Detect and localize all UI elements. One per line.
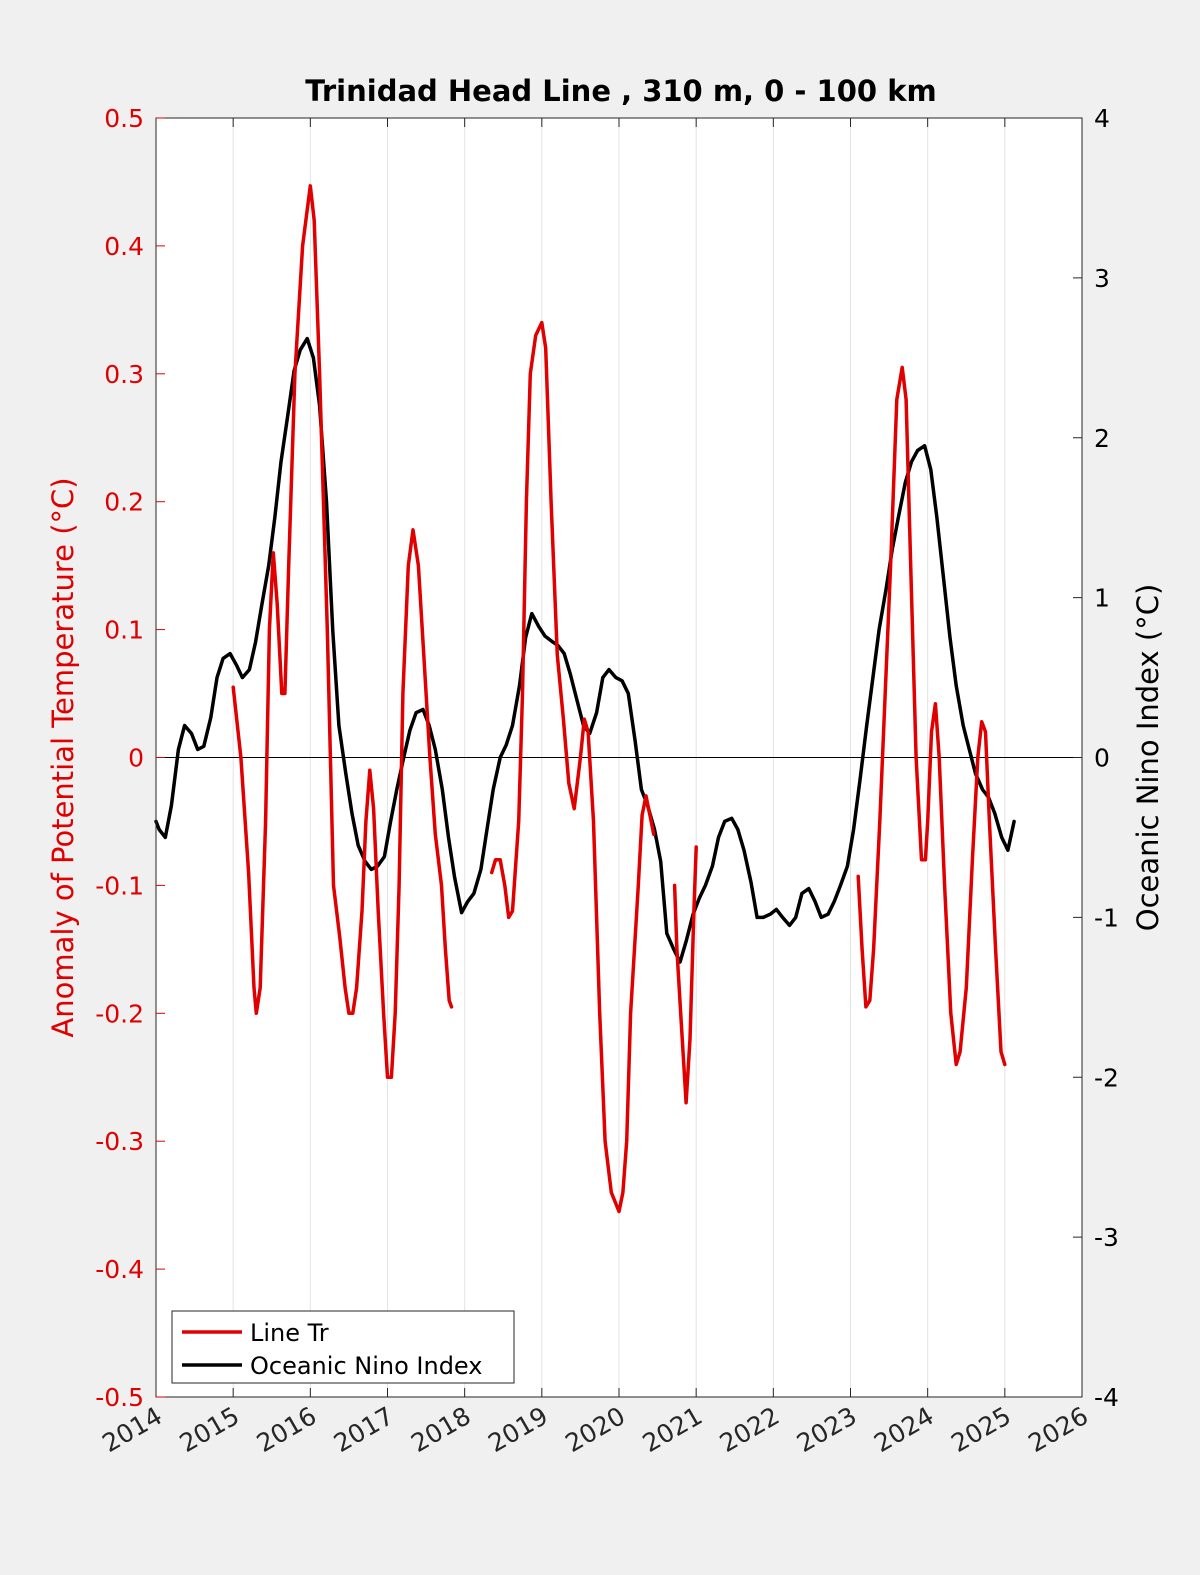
y-right-tick-label: 2 (1094, 424, 1110, 453)
y-left-tick-label: 0.5 (104, 104, 144, 133)
series-lines (154, 184, 1016, 1214)
y-left-tick-label: -0.5 (95, 1383, 144, 1412)
y-right-tick-label: 4 (1094, 104, 1110, 133)
series-line-tr (489, 320, 656, 1214)
y-axis-label-right: Oceanic Nino Index (°C) (1131, 584, 1165, 932)
y-left-tick-label: -0.3 (95, 1127, 144, 1156)
y-left-tick-label: -0.2 (95, 999, 144, 1028)
legend-label-line-tr: Line Tr (250, 1319, 329, 1347)
series-line-tr (856, 365, 1007, 1067)
y-right-tick-label: -1 (1094, 903, 1119, 932)
chart-title: Trinidad Head Line , 310 m, 0 - 100 km (305, 74, 936, 108)
series-line-tr (231, 184, 454, 1080)
legend-label-oni: Oceanic Nino Index (250, 1352, 482, 1380)
y-right-tick-label: -4 (1094, 1383, 1119, 1412)
y-left-tick-label: 0.2 (104, 488, 144, 517)
y-right-tick-label: -3 (1094, 1223, 1119, 1252)
y-left-tick-label: 0 (128, 744, 144, 773)
legend: Line Tr Oceanic Nino Index (171, 1310, 515, 1384)
y-right-tick-label: -2 (1094, 1063, 1119, 1092)
y-right-tick-label: 1 (1094, 584, 1110, 613)
y-left-tick-label: 0.1 (104, 616, 144, 645)
y-left-tick-label: 0.3 (104, 360, 144, 389)
y-right-tick-label: 3 (1094, 264, 1110, 293)
y-left-tick-label: 0.4 (104, 232, 144, 261)
y-left-tick-label: -0.1 (95, 871, 144, 900)
legend-box (171, 1310, 515, 1384)
y-axis-label-left: Anomaly of Potential Temperature (°C) (46, 477, 80, 1037)
series-line-tr (672, 845, 698, 1105)
y-right-tick-label: 0 (1094, 744, 1110, 773)
y-left-tick-label: -0.4 (95, 1255, 144, 1284)
